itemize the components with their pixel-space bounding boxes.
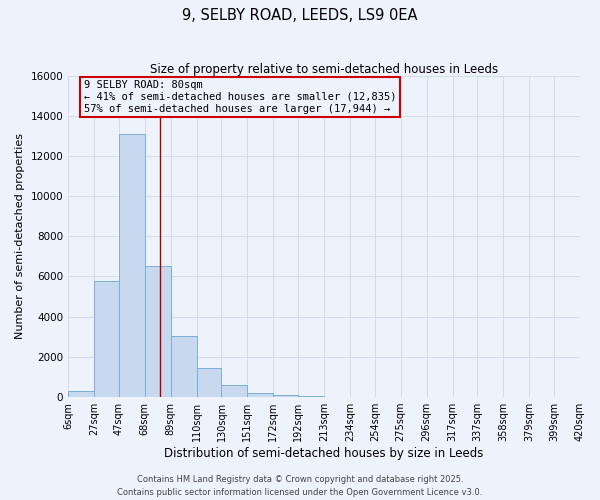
Bar (221, 385, 247, 397)
Y-axis label: Number of semi-detached properties: Number of semi-detached properties (15, 134, 25, 340)
Title: Size of property relative to semi-detached houses in Leeds: Size of property relative to semi-detach… (150, 62, 498, 76)
Bar (94, 280, 119, 397)
X-axis label: Distribution of semi-detached houses by size in Leeds: Distribution of semi-detached houses by … (164, 447, 484, 460)
Text: Contains HM Land Registry data © Crown copyright and database right 2025.
Contai: Contains HM Land Registry data © Crown c… (118, 476, 482, 497)
Bar (298, 396, 324, 397)
Text: 9, SELBY ROAD, LEEDS, LS9 0EA: 9, SELBY ROAD, LEEDS, LS9 0EA (182, 8, 418, 22)
Bar (68, 391, 94, 397)
Bar (119, 134, 145, 397)
Bar (145, 266, 171, 397)
Bar (197, 368, 221, 397)
Bar (171, 336, 197, 397)
Bar (247, 393, 274, 397)
Bar (274, 395, 298, 397)
Text: 9 SELBY ROAD: 80sqm
← 41% of semi-detached houses are smaller (12,835)
57% of se: 9 SELBY ROAD: 80sqm ← 41% of semi-detach… (83, 80, 396, 114)
